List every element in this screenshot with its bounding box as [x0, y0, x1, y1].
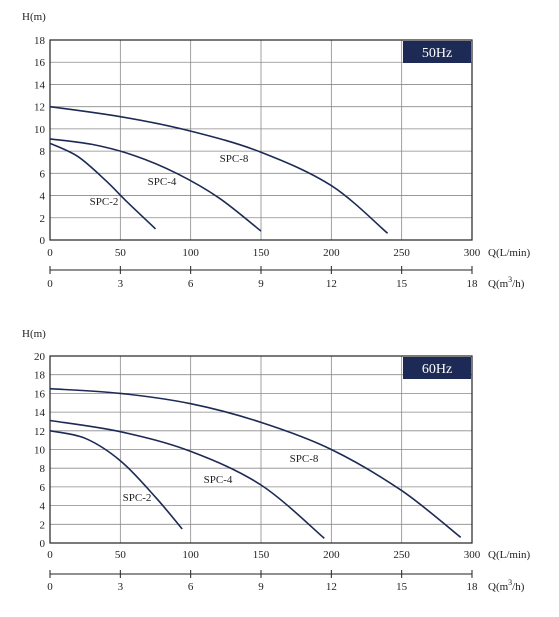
curve-label-spc-2: SPC-2	[123, 492, 152, 504]
secondary-x-tick-label: 9	[258, 581, 264, 593]
y-tick-label: 2	[40, 213, 46, 225]
secondary-x-tick-label: 12	[326, 278, 337, 290]
y-tick-label: 0	[40, 538, 46, 550]
frequency-badge-label: 50Hz	[422, 46, 452, 61]
secondary-x-axis-title: Q(m3/h)	[488, 275, 525, 290]
curve-label-spc-4: SPC-4	[148, 176, 177, 188]
y-tick-label: 10	[34, 445, 46, 457]
secondary-x-tick-label: 12	[326, 581, 337, 593]
x-tick-label: 100	[182, 549, 199, 561]
x-tick-label: 200	[323, 549, 340, 561]
frequency-badge-label: 60Hz	[422, 362, 452, 377]
secondary-x-tick-label: 15	[396, 278, 408, 290]
secondary-x-tick-label: 0	[47, 278, 53, 290]
curve-spc-4	[49, 419, 325, 539]
curve-spc-2	[49, 430, 183, 530]
x-tick-label: 150	[253, 549, 270, 561]
x-tick-label: 250	[393, 247, 410, 259]
x-tick-label: 50	[115, 549, 127, 561]
secondary-x-tick-label: 6	[188, 581, 194, 593]
secondary-x-tick-label: 0	[47, 581, 53, 593]
y-tick-label: 4	[40, 501, 46, 513]
y-tick-label: 16	[34, 57, 46, 69]
y-tick-label: 0	[40, 235, 46, 247]
secondary-x-tick-label: 18	[467, 581, 479, 593]
y-tick-label: 16	[34, 388, 46, 400]
y-tick-label: 2	[40, 519, 46, 531]
curve-label-spc-4: SPC-4	[204, 474, 233, 486]
y-tick-label: 6	[40, 482, 46, 494]
plot-frame	[49, 355, 473, 544]
x-tick-label: 300	[464, 549, 481, 561]
y-axis-title: H(m)	[22, 328, 46, 340]
x-tick-label: 0	[47, 247, 53, 259]
x-tick-label: 150	[253, 247, 270, 259]
x-tick-label: 50	[115, 247, 127, 259]
secondary-x-tick-label: 9	[258, 278, 264, 290]
curve-label-spc-8: SPC-8	[290, 453, 319, 465]
x-tick-label: 250	[393, 549, 410, 561]
curve-spc-4	[49, 138, 262, 232]
secondary-x-tick-label: 6	[188, 278, 194, 290]
secondary-x-tick-label: 15	[396, 581, 408, 593]
secondary-x-axis-title: Q(m3/h)	[488, 578, 525, 593]
curve-spc-8	[49, 387, 462, 539]
y-tick-label: 6	[40, 168, 46, 180]
x-axis-title: Q(L/min)	[488, 549, 530, 561]
frequency-badge	[403, 41, 471, 63]
secondary-x-tick-label: 18	[467, 278, 479, 290]
y-axis-title: H(m)	[22, 11, 46, 23]
y-tick-label: 18	[34, 370, 46, 382]
x-axis-title: Q(L/min)	[488, 247, 530, 259]
y-tick-label: 8	[40, 463, 46, 475]
y-tick-label: 12	[34, 426, 45, 438]
curve-spc-2	[49, 142, 157, 230]
x-tick-label: 100	[182, 247, 199, 259]
secondary-x-tick-label: 3	[118, 581, 124, 593]
plot-frame	[49, 39, 473, 241]
y-tick-label: 20	[34, 351, 46, 363]
curve-spc-8	[49, 105, 389, 234]
x-tick-label: 200	[323, 247, 340, 259]
y-tick-label: 12	[34, 102, 45, 114]
y-tick-label: 10	[34, 124, 46, 136]
y-tick-label: 14	[34, 79, 46, 91]
curve-label-spc-2: SPC-2	[90, 196, 119, 208]
y-tick-label: 4	[40, 191, 46, 203]
x-tick-label: 0	[47, 549, 53, 561]
x-tick-label: 300	[464, 247, 481, 259]
y-tick-label: 14	[34, 407, 46, 419]
y-tick-label: 8	[40, 146, 46, 158]
secondary-x-tick-label: 3	[118, 278, 124, 290]
frequency-badge	[403, 357, 471, 379]
y-tick-label: 18	[34, 35, 46, 47]
curve-label-spc-8: SPC-8	[220, 153, 249, 165]
